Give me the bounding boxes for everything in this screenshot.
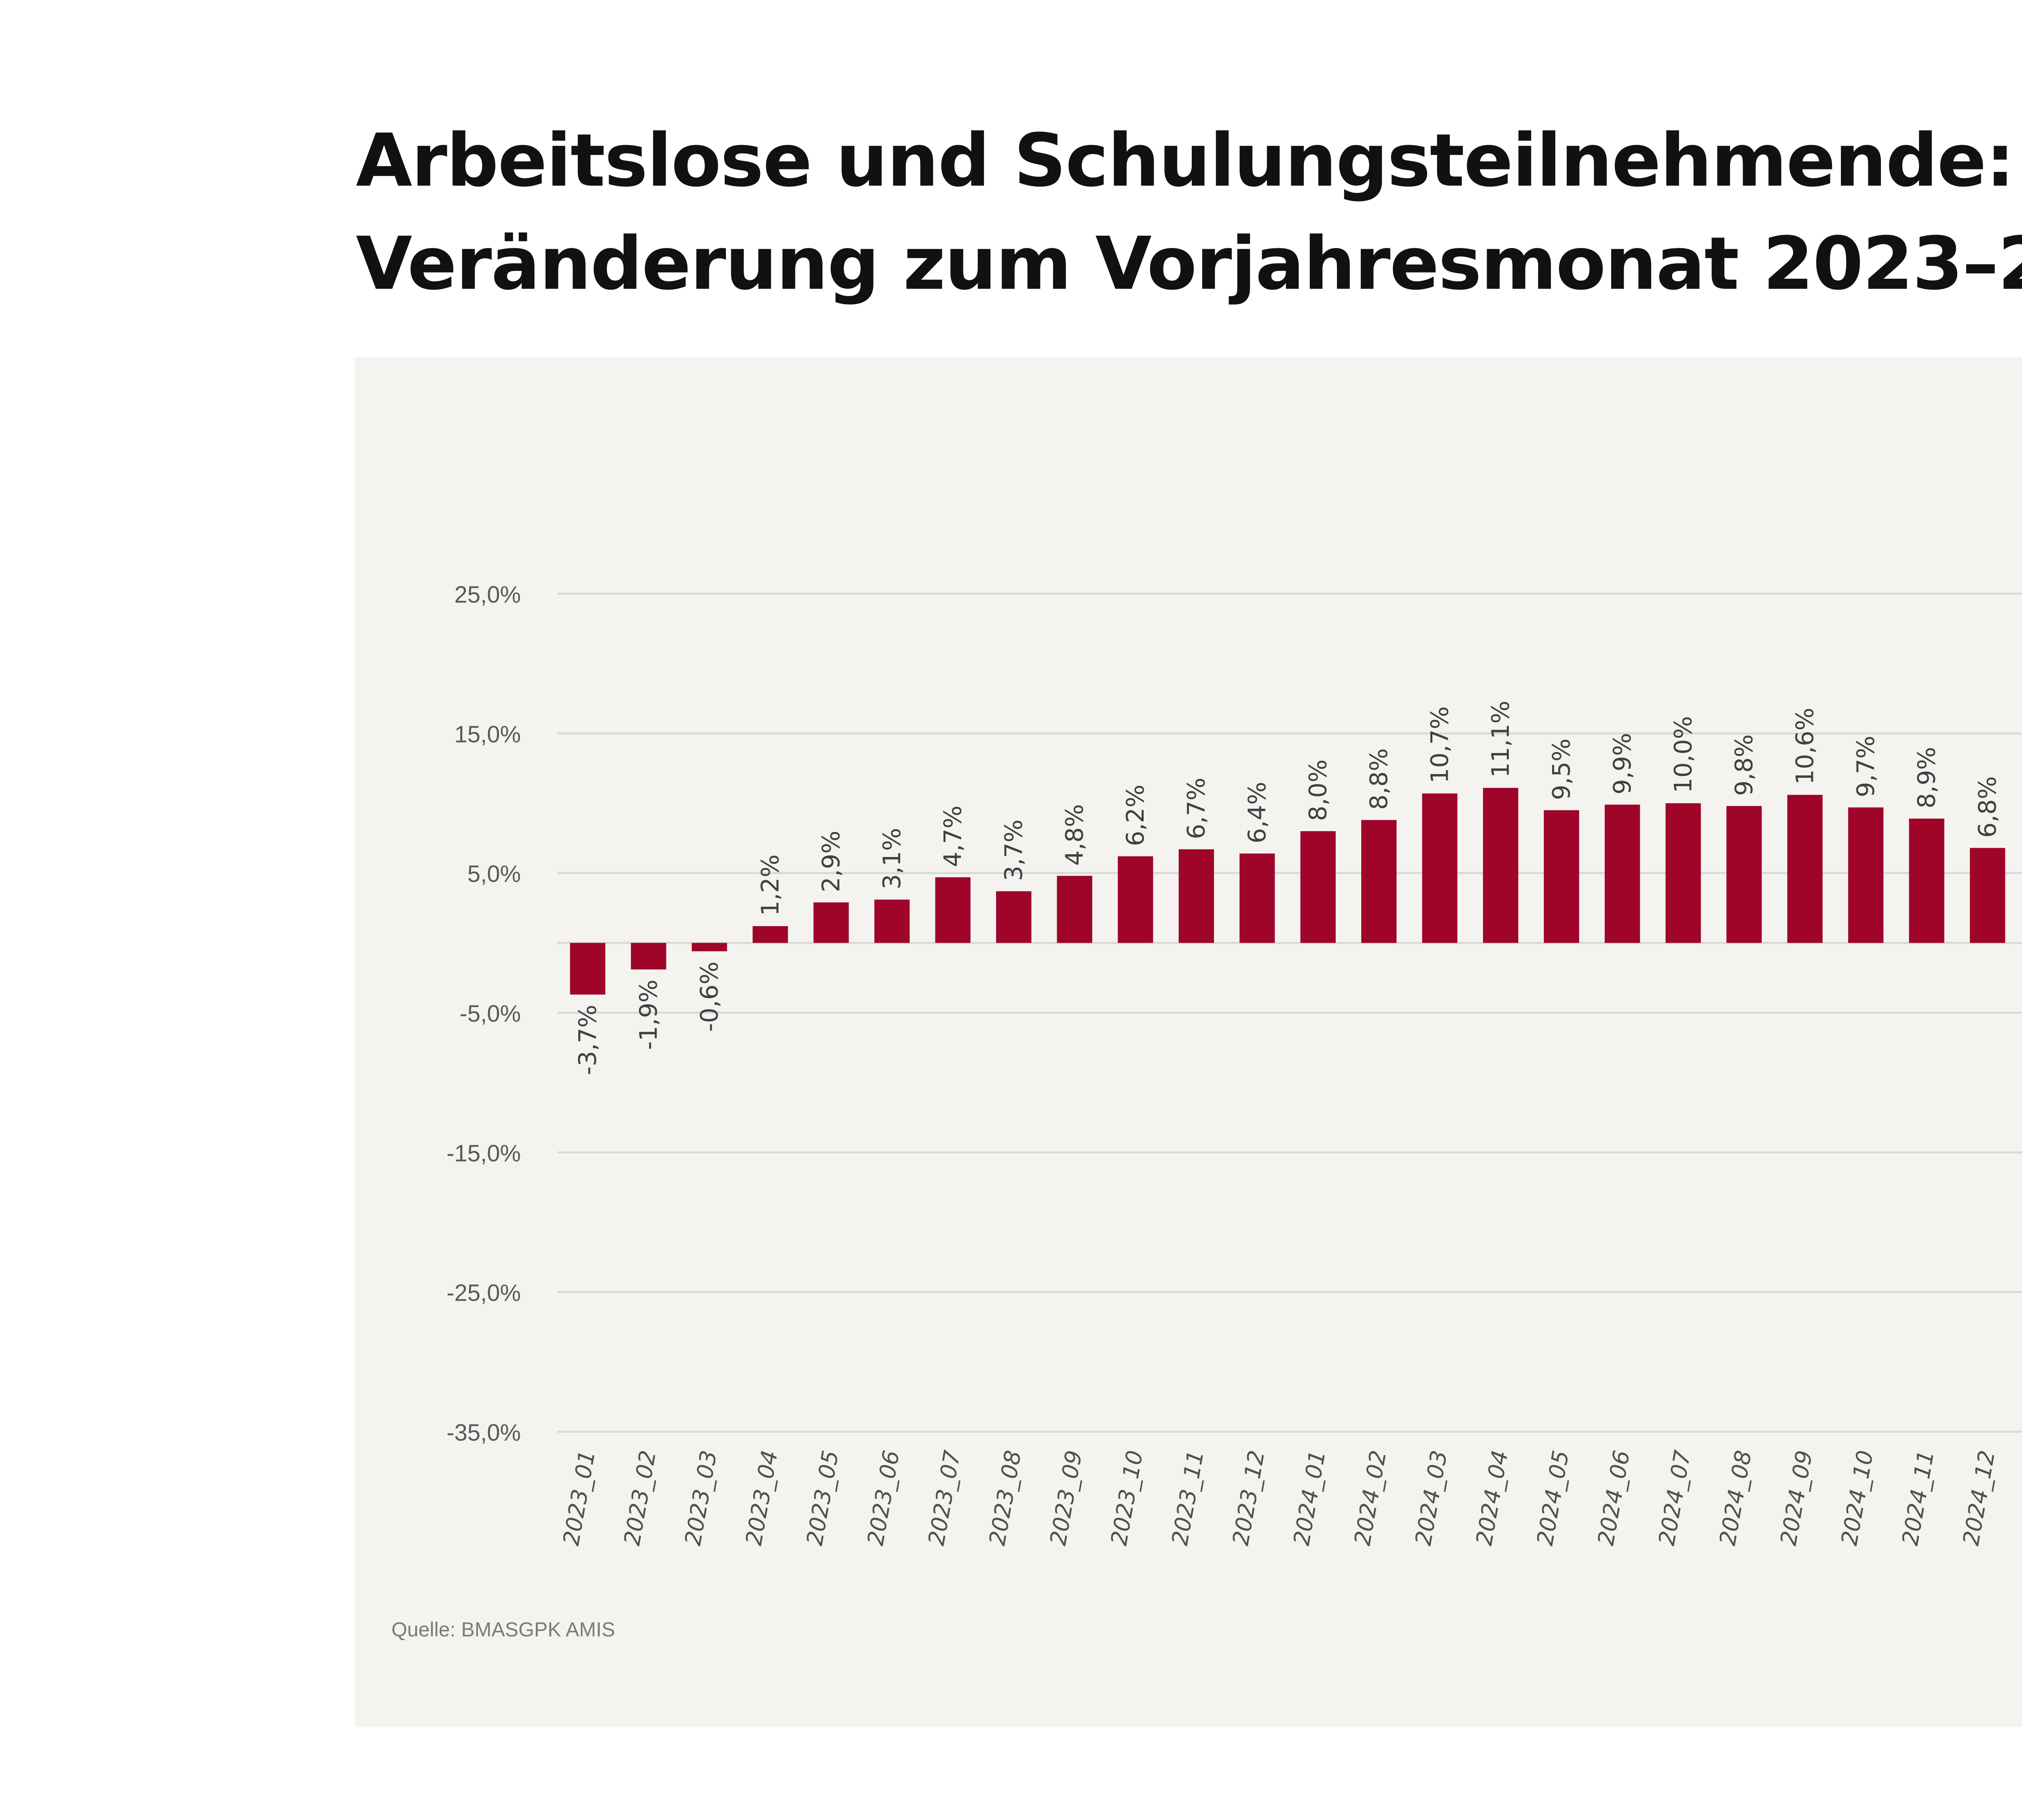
x-tick-label: 2024_07 [1654,1448,1696,1547]
bar [935,877,971,943]
bar [1483,788,1519,943]
data-label: 8,0% [1304,760,1332,821]
bar [1422,793,1457,943]
x-tick-label: 2023_10 [1106,1448,1148,1547]
data-label: 6,7% [1182,778,1210,839]
y-tick-label: -25,0% [446,1280,521,1306]
bar [570,943,605,995]
y-tick-label: 15,0% [455,721,521,747]
data-label: 11,1% [1487,700,1515,778]
bars [570,788,2005,995]
x-tick-label: 2024_06 [1593,1448,1635,1547]
bar [1787,795,1823,943]
x-tick-label: 2024_04 [1471,1448,1513,1547]
data-label: 2,9% [817,831,845,892]
data-label: 9,7% [1852,736,1880,797]
data-label: 1,2% [756,854,785,916]
x-tick-label: 2025_01 [2019,1448,2022,1547]
bar [1361,820,1397,943]
chart-panel [355,357,2022,1727]
bar [1970,848,2005,943]
bar [1239,853,1275,943]
x-tick-label: 2024_11 [1897,1448,1939,1547]
y-tick-label: -15,0% [446,1140,521,1166]
bar [1178,849,1214,943]
data-label: 9,5% [1547,739,1576,800]
y-tick-label: -5,0% [459,1001,521,1027]
data-labels: -3,7% -1,9% -0,6% 1,2% 2,9% 3,1% 4,7% 3,7% 4,8% 6… [573,700,2002,1075]
bar [692,943,727,952]
bar [1605,804,1640,943]
data-label: 6,2% [1121,785,1150,846]
chart-title: Arbeitslose und Schulungsteilnehmende: V… [356,109,2022,315]
bar [1544,810,1579,943]
y-axis-tick-labels: 25,0% 15,0% 5,0% -5,0% -15,0% -25,0% -35,0% [446,582,521,1446]
bar [813,902,849,943]
x-tick-label: 2023_09 [1045,1448,1087,1547]
bar [1118,856,1153,943]
data-label: 10,7% [1426,706,1454,783]
x-tick-label: 2023_12 [1227,1448,1269,1547]
y-tick-label: -35,0% [446,1420,521,1446]
y-tick-label: 5,0% [467,861,521,887]
source-note: Quelle: BMASGPK AMIS [391,1618,615,1641]
x-tick-label: 2023_02 [619,1448,661,1547]
bar [1300,831,1336,943]
x-tick-label: 2023_06 [862,1448,904,1547]
bar [1665,803,1701,943]
bar [874,899,910,943]
data-label: 8,9% [1912,747,1941,808]
data-label: 6,8% [1973,776,2002,838]
data-label: 8,8% [1365,748,1393,810]
y-tick-label: 25,0% [455,582,521,608]
x-tick-label: 2024_05 [1532,1448,1574,1547]
chart-title-line-2: Veränderung zum Vorjahresmonat 2023–2026… [356,222,2022,306]
x-tick-label: 2023_04 [740,1448,783,1547]
x-tick-label: 2023_03 [680,1448,722,1547]
data-label: 4,7% [939,806,967,867]
x-tick-label: 2024_03 [1410,1448,1452,1547]
data-label: 3,7% [1000,819,1028,881]
x-axis-tick-labels: 2023_01 2023_02 2023_03 2023_04 2023_05 2023_… [558,1448,2022,1547]
x-tick-label: 2024_12 [1958,1448,2000,1547]
x-tick-label: 2024_01 [1288,1448,1330,1547]
x-tick-label: 2023_01 [558,1448,600,1547]
bar [753,926,788,943]
data-label: -1,9% [635,980,663,1050]
x-tick-label: 2023_07 [923,1448,965,1547]
bar [1057,876,1092,943]
data-label: 9,8% [1730,734,1758,796]
x-tick-label: 2023_11 [1167,1448,1209,1547]
data-label: 9,9% [1608,733,1637,794]
x-tick-label: 2024_10 [1836,1448,1878,1547]
bar [1848,807,1884,943]
data-label: 6,4% [1243,782,1271,843]
data-label: 3,1% [878,828,906,889]
data-label: -3,7% [573,1005,602,1075]
data-label: 10,0% [1669,716,1697,793]
data-label: 10,6% [1791,708,1819,785]
x-tick-label: 2024_09 [1775,1448,1817,1547]
x-tick-label: 2023_08 [984,1448,1026,1547]
data-label: -0,6% [695,961,723,1032]
chart-title-line-1: Arbeitslose und Schulungsteilnehmende: [356,119,2015,203]
data-label: 4,8% [1060,804,1089,866]
bar [1909,818,1944,943]
bar [1726,806,1762,943]
bar [631,943,666,969]
x-tick-label: 2024_08 [1714,1448,1756,1547]
bar [996,891,1032,943]
x-tick-label: 2024_02 [1349,1448,1391,1547]
x-tick-label: 2023_05 [802,1448,844,1547]
